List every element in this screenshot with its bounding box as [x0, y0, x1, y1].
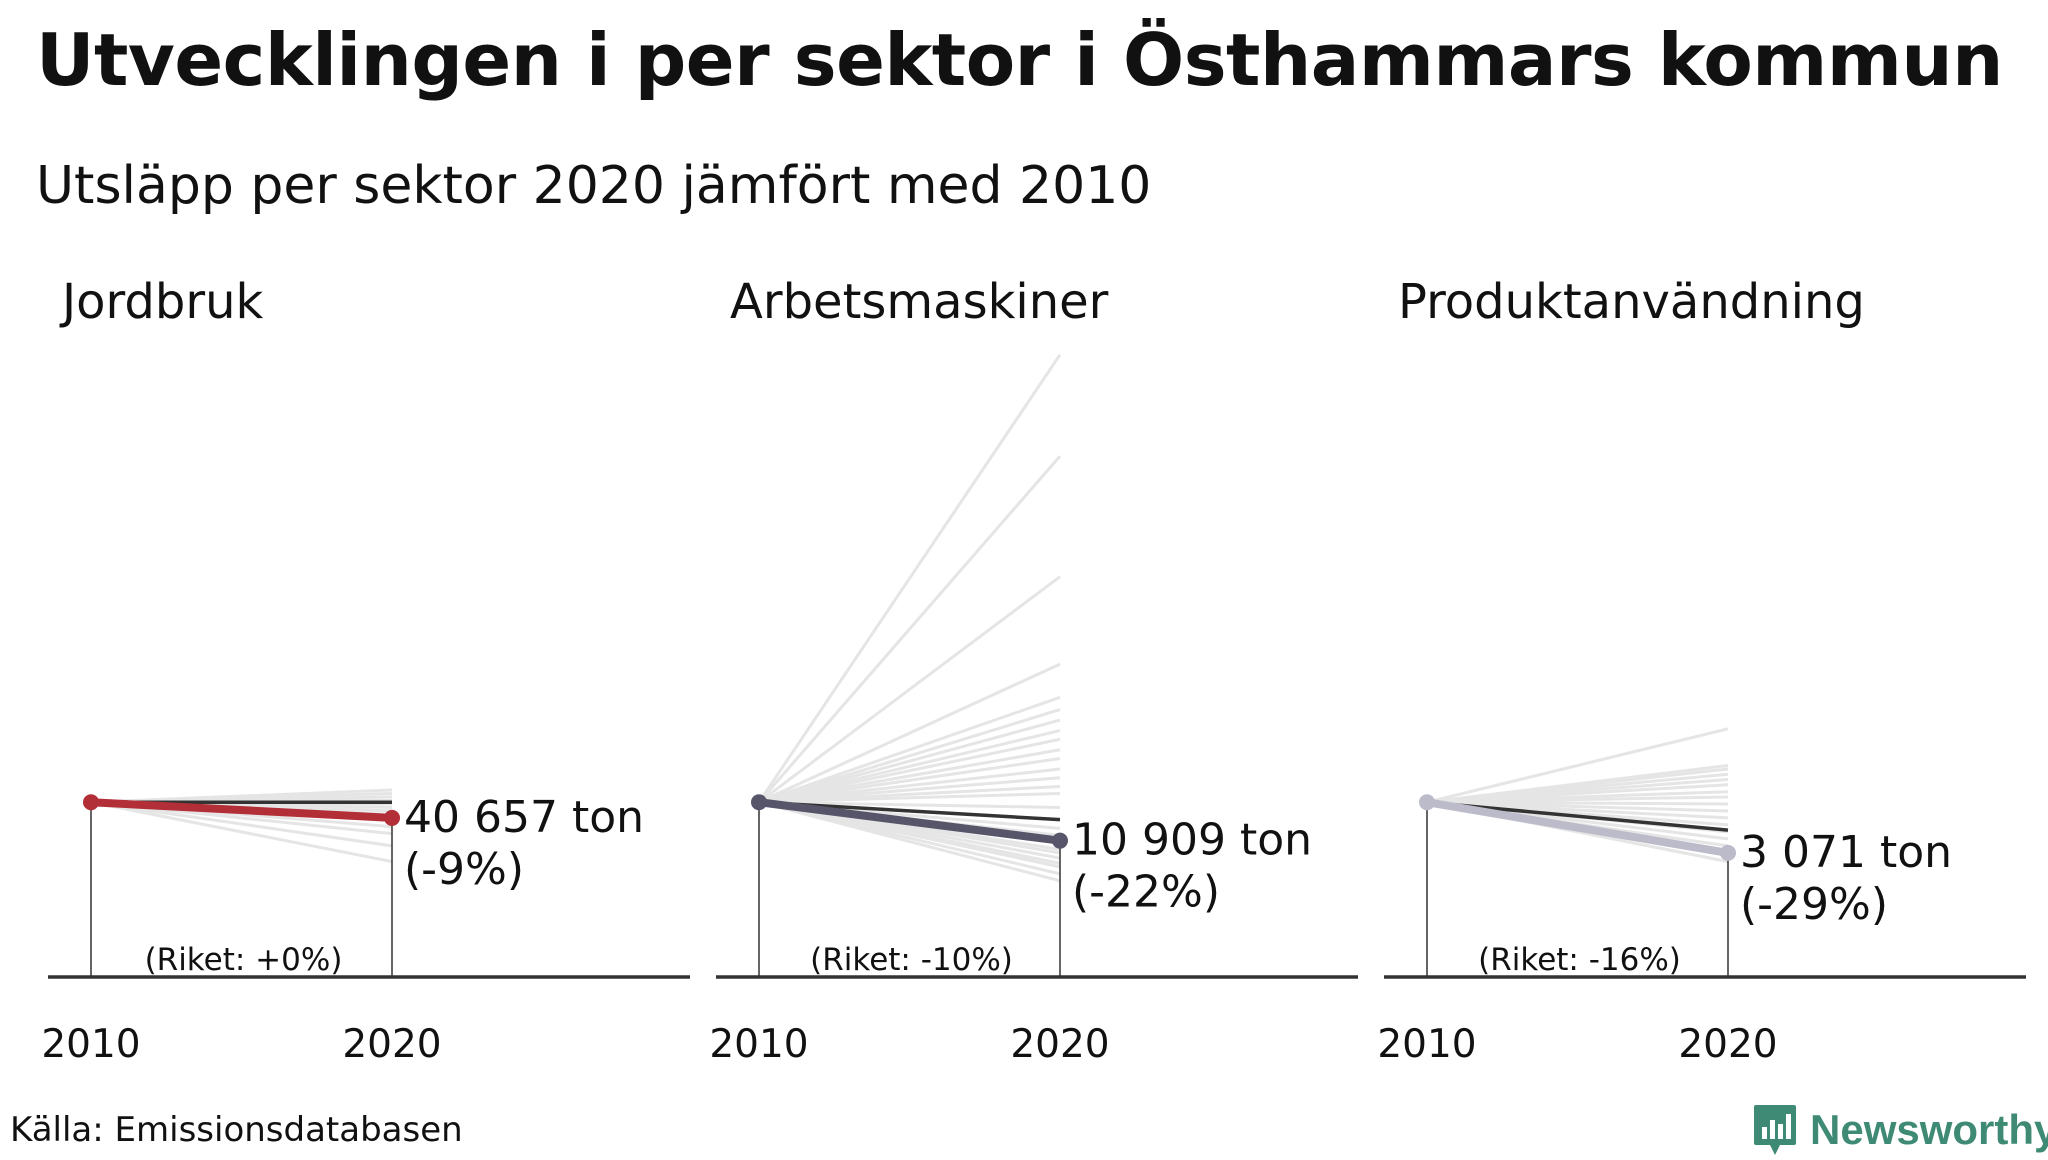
other-municipality-line — [1426, 727, 1729, 804]
other-municipality-line — [758, 718, 1061, 804]
other-municipality-line — [758, 695, 1061, 804]
riket-label: (Riket: +0%) — [145, 942, 343, 978]
point-2010 — [1419, 794, 1435, 811]
other-municipality-line — [757, 353, 1062, 804]
chart-subtitle: Utsläpp per sektor 2020 jämfört med 2010 — [36, 156, 1152, 216]
municipality-line — [755, 798, 1064, 845]
value-label: 10 909 ton — [1072, 815, 1312, 866]
value-label: 40 657 ton — [404, 792, 644, 843]
change-label: (-22%) — [1072, 867, 1220, 918]
x-tick-label: 2010 — [41, 1022, 140, 1067]
newsworthy-chart-icon — [1754, 1105, 1796, 1155]
chart-panel-3: Produktanvändning 3 071 ton(-29%) (Riket: … — [1377, 274, 2026, 1067]
value-label: 3 071 ton — [1740, 827, 1952, 878]
x-tick-label: 2020 — [1678, 1022, 1777, 1067]
newsworthy-logo[interactable]: Newsworthy — [1752, 1100, 2048, 1160]
other-municipality-line — [90, 788, 393, 804]
other-municipality-line — [758, 791, 1061, 804]
other-municipality-line — [758, 800, 1061, 883]
point-2020 — [1052, 832, 1068, 849]
other-municipality-line — [758, 575, 1061, 804]
point-2020 — [1720, 844, 1736, 861]
small-multiples-chart: Jordbruk 40 657 ton(-9%) (Riket: +0%) 2010 2… — [41, 274, 2026, 1067]
riket-label: (Riket: -10%) — [810, 942, 1013, 978]
other-municipality-line — [758, 662, 1061, 804]
source-note: Källa: Emissionsdatabasen — [10, 1110, 463, 1150]
other-municipality-line — [758, 708, 1061, 804]
brand-name: Newsworthy — [1810, 1106, 2048, 1153]
x-tick-label: 2020 — [342, 1022, 441, 1067]
riket-label: (Riket: -16%) — [1478, 942, 1681, 978]
other-municipality-line — [90, 800, 393, 864]
other-municipality-line — [758, 800, 1061, 809]
other-municipality-line — [757, 455, 1062, 804]
change-label: (-29%) — [1740, 879, 1888, 930]
other-municipality-line — [758, 757, 1061, 804]
other-municipality-line — [758, 737, 1061, 804]
chart-panel-2: Arbetsmaskiner 10 909 ton(-22%) (Riket: -1… — [709, 274, 1358, 1067]
municipality-line — [1423, 798, 1732, 857]
point-2010 — [83, 794, 99, 811]
x-tick-label: 2020 — [1010, 1022, 1109, 1067]
x-tick-label: 2010 — [1377, 1022, 1476, 1067]
x-tick-label: 2010 — [709, 1022, 808, 1067]
chart-title: Utvecklingen i per sektor i Östhammars k… — [36, 18, 2003, 102]
municipality-line — [87, 798, 396, 822]
point-2020 — [384, 809, 400, 826]
panel-title: Jordbruk — [59, 274, 264, 330]
change-label: (-9%) — [404, 844, 524, 895]
panel-title: Produktanvändning — [1398, 274, 1865, 330]
point-2010 — [751, 794, 767, 811]
panel-title: Arbetsmaskiner — [730, 274, 1109, 330]
other-municipality-line — [90, 800, 393, 848]
chart-panel-1: Jordbruk 40 657 ton(-9%) (Riket: +0%) 2010 2… — [41, 274, 690, 1067]
